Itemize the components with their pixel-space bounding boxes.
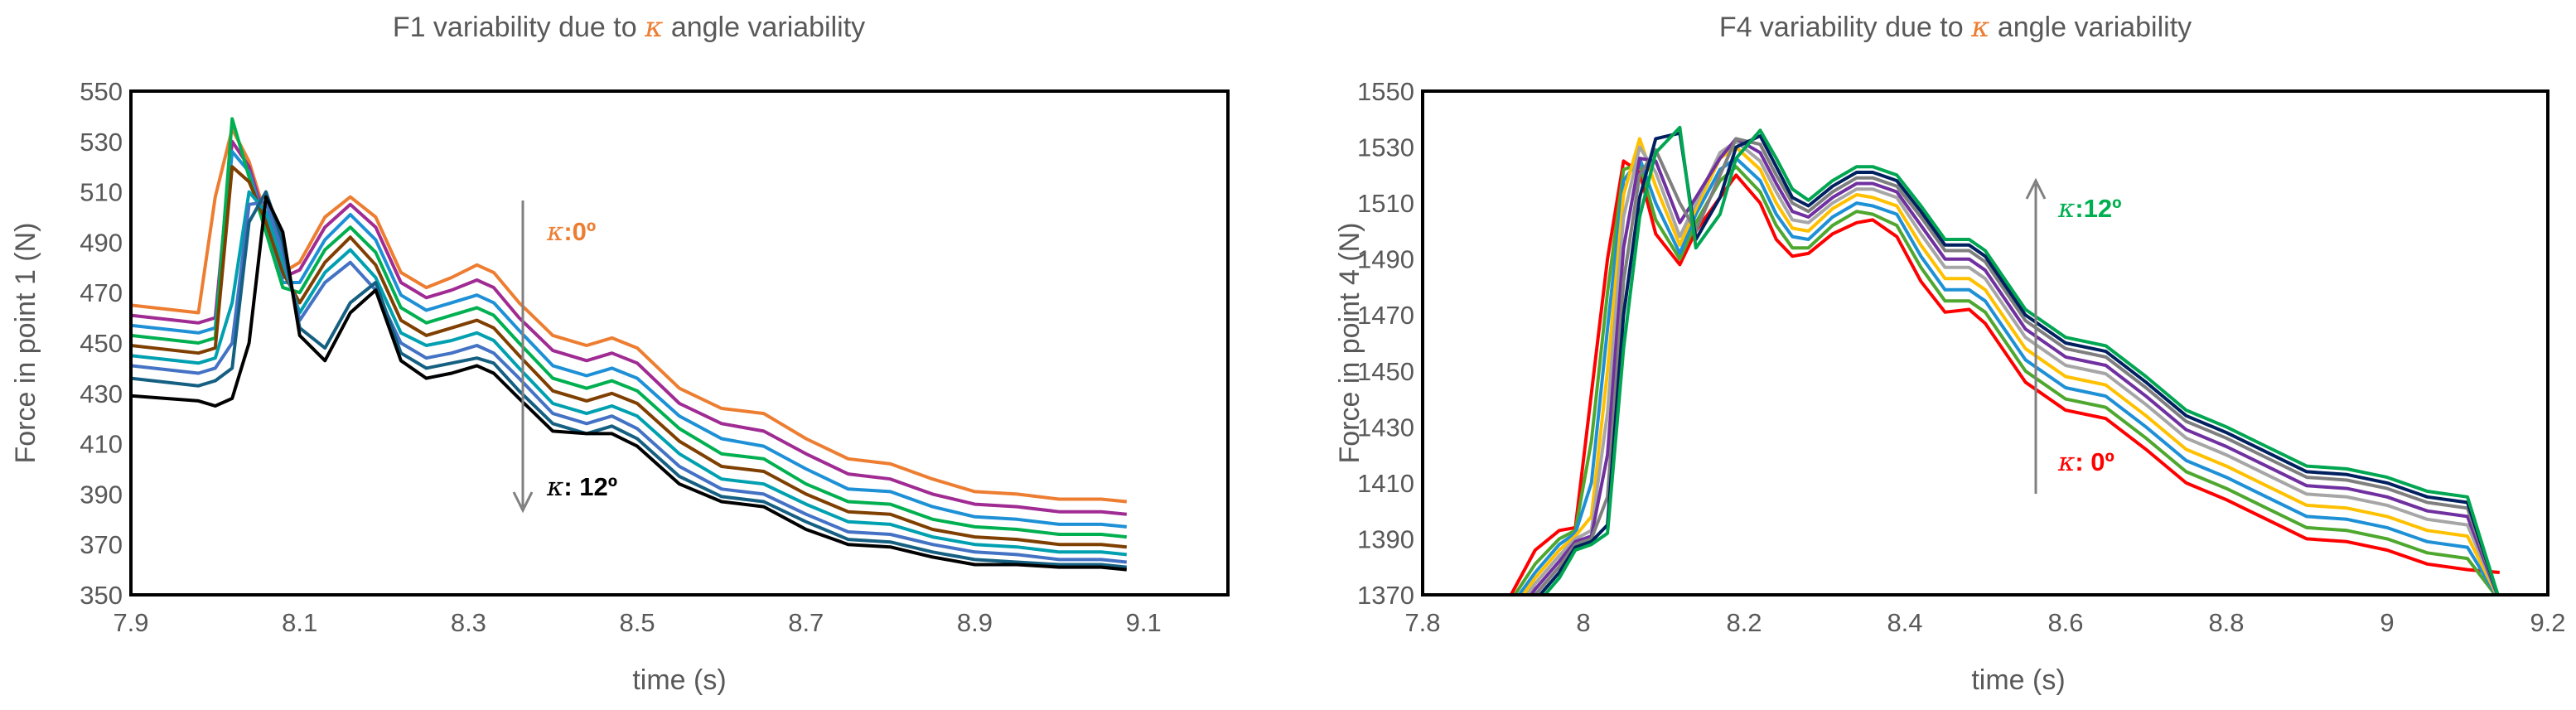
series-line-1 [131,127,1127,504]
x-tick-label: 8.1 [282,608,317,637]
series-line-2 [1512,162,2498,595]
chart-f4: F4 variability due to κ angle variabilit… [1334,11,2566,696]
x-tick-label: 8.2 [1726,608,1762,637]
y-tick-label: 1450 [1357,357,1414,386]
x-tick-label: 8.5 [620,608,655,637]
series-line-5 [131,165,1127,549]
y-axis-label: Force in point 4 (N) [1334,223,1365,464]
x-tick-labels: 7.8 8 8.2 8.4 8.6 8.8 9 9.2 [1404,608,2565,637]
y-tick-label: 490 [80,228,123,257]
annotation-kappa-12: κ:12º [2057,194,2121,224]
x-tick-label: 8.8 [2208,608,2244,637]
y-tick-label: 1370 [1357,581,1414,610]
series-line-8 [1538,131,2500,595]
y-tick-label: 410 [80,430,123,459]
chart-title: F1 variability due to κ angle variabilit… [393,11,865,44]
y-tick-label: 350 [80,581,123,610]
y-tick-labels: 350 370 390 410 430 450 470 490 510 530 550 [80,77,123,610]
x-tick-label: 8.3 [451,608,486,637]
y-tick-label: 1430 [1357,413,1414,442]
series-line-9 [1542,125,2500,595]
x-tick-label: 8.4 [1887,608,1922,637]
y-tick-label: 510 [80,178,123,207]
y-tick-label: 1530 [1357,133,1414,162]
x-axis-label: time (s) [1971,664,2065,696]
y-tick-label: 470 [80,278,123,307]
series-line-6 [1529,137,2500,595]
arrow-head [512,491,534,514]
y-tick-label: 370 [80,530,123,559]
series-line-5 [1525,139,2500,595]
y-tick-label: 450 [80,329,123,358]
annotation-kappa-0: κ: 0º [2057,447,2114,477]
x-tick-label: 8.9 [957,608,993,637]
series-line-9 [131,195,1127,572]
series-line-6 [131,190,1128,557]
y-tick-labels: 1370 1390 1410 1430 1450 1470 1490 1510 1530 1550 [1357,77,1414,610]
series-line-4 [131,117,1128,539]
x-tick-label: 9.1 [1126,608,1162,637]
y-tick-label: 530 [80,128,123,157]
y-tick-label: 1410 [1357,469,1414,498]
annotation-kappa-12: κ: 12º [546,472,617,502]
x-tick-label: 7.9 [113,608,148,637]
x-axis-label: time (s) [632,664,726,696]
series-lines [131,117,1128,572]
x-tick-label: 8.7 [788,608,824,637]
x-tick-label: 9.2 [2530,608,2565,637]
x-tick-label: 7.8 [1404,608,1440,637]
chart-title: F4 variability due to κ angle variabilit… [1719,11,2192,44]
plot-area-border [129,89,1230,596]
y-tick-label: 1390 [1357,524,1414,553]
annotation-kappa-0: κ:0º [546,217,596,247]
chart-f1: F1 variability due to κ angle variabilit… [10,11,1230,696]
series-line-7 [1533,137,2500,595]
y-tick-label: 430 [80,379,123,408]
x-tick-labels: 7.9 8.1 8.3 8.5 8.7 8.9 9.1 [113,608,1161,637]
x-tick-label: 8 [1576,608,1590,637]
series-lines [1509,125,2500,595]
y-axis-label: Force in point 1 (N) [10,223,41,464]
series-line-3 [131,150,1127,529]
y-tick-label: 390 [80,480,123,509]
y-tick-label: 550 [80,77,123,106]
y-tick-label: 1510 [1357,189,1414,218]
series-line-2 [131,139,1127,516]
series-line-4 [1520,137,2499,595]
y-tick-label: 1550 [1357,77,1414,106]
y-tick-label: 1490 [1357,245,1414,274]
series-line-7 [131,200,1128,564]
y-tick-label: 1470 [1357,301,1414,330]
plot-area-border [1421,89,2549,596]
x-tick-label: 9 [2380,608,2394,637]
x-tick-label: 8.6 [2047,608,2083,637]
series-line-3 [1516,157,2499,595]
series-line-1 [1509,159,2500,595]
arrow-head [2025,177,2047,200]
